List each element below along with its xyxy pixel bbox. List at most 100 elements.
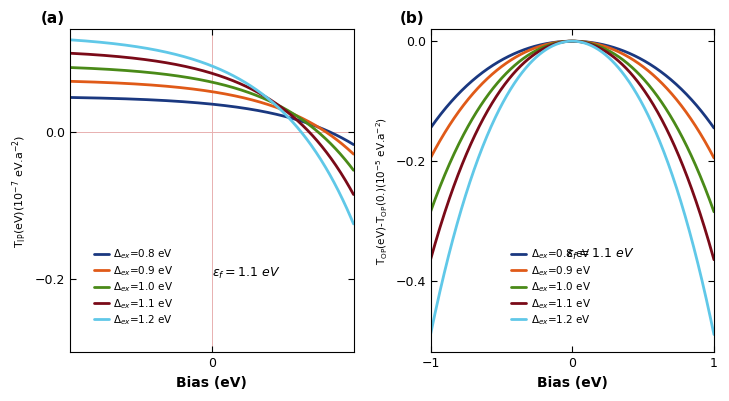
$\Delta_{ex}$=0.8 eV [139, 97, 147, 102]
$\Delta_{ex}$=1.0 eV [616, 55, 625, 60]
Y-axis label: T$_\mathrm{IP}$(eV)(10$^{-7}$ eV.a$^{-2}$): T$_\mathrm{IP}$(eV)(10$^{-7}$ eV.a$^{-2}… [11, 134, 29, 247]
Line: $\Delta_{ex}$=0.8 eV: $\Delta_{ex}$=0.8 eV [431, 41, 714, 128]
Line: $\Delta_{ex}$=0.8 eV: $\Delta_{ex}$=0.8 eV [70, 97, 354, 144]
$\Delta_{ex}$=1.2 eV [194, 59, 203, 63]
$\Delta_{ex}$=1.0 eV [349, 168, 358, 173]
$\Delta_{ex}$=0.9 eV [426, 156, 435, 160]
$\Delta_{ex}$=1.2 eV [476, 149, 485, 154]
X-axis label: Bias (eV): Bias (eV) [537, 376, 608, 390]
$\Delta_{ex}$=0.8 eV [194, 101, 203, 105]
$\Delta_{ex}$=0.9 eV [66, 79, 74, 84]
$\Delta_{ex}$=1.1 eV [554, 41, 563, 45]
$\Delta_{ex}$=1.0 eV [255, 94, 264, 99]
$\Delta_{ex}$=1.1 eV [279, 107, 288, 111]
$\Delta_{ex}$=1.1 eV [66, 51, 74, 56]
$\Delta_{ex}$=1.1 eV [426, 257, 435, 262]
$\Delta_{ex}$=0.9 eV [279, 107, 288, 112]
$\Delta_{ex}$=1.0 eV [66, 65, 74, 70]
Legend: $\Delta_{ex}$=0.8 eV, $\Delta_{ex}$=0.9 eV, $\Delta_{ex}$=1.0 eV, $\Delta_{ex}$=: $\Delta_{ex}$=0.8 eV, $\Delta_{ex}$=0.9 … [507, 243, 595, 331]
$\Delta_{ex}$=0.8 eV [116, 96, 125, 101]
$\Delta_{ex}$=1.1 eV [709, 257, 718, 262]
Line: $\Delta_{ex}$=0.9 eV: $\Delta_{ex}$=0.9 eV [431, 41, 714, 158]
$\Delta_{ex}$=0.9 eV [616, 50, 625, 55]
$\Delta_{ex}$=0.8 eV [349, 142, 358, 147]
$\Delta_{ex}$=1.0 eV [476, 103, 485, 108]
$\Delta_{ex}$=1.1 eV [349, 192, 358, 197]
Text: $\varepsilon_f = 1.1$ eV: $\varepsilon_f = 1.1$ eV [566, 247, 635, 262]
$\Delta_{ex}$=0.8 eV [426, 126, 435, 130]
$\Delta_{ex}$=1.2 eV [568, 39, 577, 44]
$\Delta_{ex}$=1.2 eV [233, 75, 241, 80]
$\Delta_{ex}$=1.2 eV [116, 42, 125, 47]
Line: $\Delta_{ex}$=1.1 eV: $\Delta_{ex}$=1.1 eV [431, 41, 714, 260]
Text: $\varepsilon_f = 1.1$ eV: $\varepsilon_f = 1.1$ eV [211, 266, 280, 282]
$\Delta_{ex}$=1.2 eV [255, 89, 264, 94]
$\Delta_{ex}$=0.9 eV [593, 42, 602, 47]
$\Delta_{ex}$=0.9 eV [640, 65, 649, 70]
$\Delta_{ex}$=0.9 eV [349, 152, 358, 156]
$\Delta_{ex}$=1.2 eV [640, 105, 649, 110]
$\Delta_{ex}$=0.8 eV [616, 47, 625, 52]
Legend: $\Delta_{ex}$=0.8 eV, $\Delta_{ex}$=0.9 eV, $\Delta_{ex}$=1.0 eV, $\Delta_{ex}$=: $\Delta_{ex}$=0.8 eV, $\Delta_{ex}$=0.9 … [90, 243, 178, 331]
$\Delta_{ex}$=0.9 eV [568, 39, 577, 44]
$\Delta_{ex}$=1.1 eV [255, 91, 264, 95]
$\Delta_{ex}$=1.1 eV [499, 84, 508, 89]
$\Delta_{ex}$=0.9 eV [139, 82, 147, 87]
$\Delta_{ex}$=1.1 eV [593, 45, 602, 50]
$\Delta_{ex}$=0.8 eV [709, 126, 718, 130]
$\Delta_{ex}$=1.1 eV [476, 121, 485, 126]
$\Delta_{ex}$=1.2 eV [139, 45, 147, 50]
$\Delta_{ex}$=0.8 eV [279, 113, 288, 118]
$\Delta_{ex}$=0.9 eV [476, 83, 485, 87]
$\Delta_{ex}$=1.2 eV [593, 47, 602, 52]
$\Delta_{ex}$=1.1 eV [116, 55, 125, 59]
$\Delta_{ex}$=0.8 eV [66, 95, 74, 100]
$\Delta_{ex}$=0.8 eV [554, 39, 563, 44]
Line: $\Delta_{ex}$=1.0 eV: $\Delta_{ex}$=1.0 eV [70, 67, 354, 170]
$\Delta_{ex}$=1.0 eV [640, 77, 649, 82]
$\Delta_{ex}$=1.0 eV [233, 86, 241, 91]
$\Delta_{ex}$=1.1 eV [139, 57, 147, 62]
$\Delta_{ex}$=1.2 eV [66, 37, 74, 42]
$\Delta_{ex}$=1.0 eV [116, 68, 125, 73]
$\Delta_{ex}$=1.0 eV [554, 40, 563, 45]
$\Delta_{ex}$=0.9 eV [709, 156, 718, 160]
$\Delta_{ex}$=0.9 eV [499, 63, 508, 68]
$\Delta_{ex}$=1.0 eV [593, 43, 602, 48]
$\Delta_{ex}$=0.8 eV [255, 108, 264, 113]
$\Delta_{ex}$=1.0 eV [139, 69, 147, 74]
$\Delta_{ex}$=0.9 eV [194, 87, 203, 92]
Line: $\Delta_{ex}$=1.0 eV: $\Delta_{ex}$=1.0 eV [431, 41, 714, 212]
X-axis label: Bias (eV): Bias (eV) [176, 376, 247, 390]
$\Delta_{ex}$=0.8 eV [593, 41, 602, 46]
$\Delta_{ex}$=1.2 eV [349, 221, 358, 226]
$\Delta_{ex}$=0.8 eV [568, 39, 577, 44]
$\Delta_{ex}$=0.9 eV [554, 40, 563, 45]
$\Delta_{ex}$=1.1 eV [616, 60, 625, 65]
$\Delta_{ex}$=1.1 eV [640, 89, 649, 93]
$\Delta_{ex}$=1.2 eV [279, 110, 288, 115]
$\Delta_{ex}$=1.0 eV [194, 77, 203, 82]
Text: (b): (b) [400, 11, 425, 26]
$\Delta_{ex}$=1.2 eV [554, 41, 563, 46]
Line: $\Delta_{ex}$=1.2 eV: $\Delta_{ex}$=1.2 eV [431, 41, 714, 334]
$\Delta_{ex}$=1.1 eV [233, 80, 241, 85]
$\Delta_{ex}$=1.0 eV [568, 39, 577, 44]
$\Delta_{ex}$=1.2 eV [426, 332, 435, 337]
Line: $\Delta_{ex}$=0.9 eV: $\Delta_{ex}$=0.9 eV [70, 81, 354, 154]
$\Delta_{ex}$=1.2 eV [499, 99, 508, 104]
Y-axis label: T$_\mathrm{OP}$(eV)-T$_\mathrm{OP}$(0.)(10$^{-5}$ eV.a$^{-2}$): T$_\mathrm{OP}$(eV)-T$_\mathrm{OP}$(0.)(… [375, 117, 390, 265]
$\Delta_{ex}$=1.0 eV [499, 74, 508, 79]
$\Delta_{ex}$=0.9 eV [255, 99, 264, 104]
$\Delta_{ex}$=1.2 eV [709, 332, 718, 337]
$\Delta_{ex}$=0.9 eV [116, 81, 125, 85]
$\Delta_{ex}$=1.0 eV [709, 209, 718, 214]
Line: $\Delta_{ex}$=1.2 eV: $\Delta_{ex}$=1.2 eV [70, 40, 354, 224]
Line: $\Delta_{ex}$=1.1 eV: $\Delta_{ex}$=1.1 eV [70, 53, 354, 194]
Text: (a): (a) [40, 11, 64, 26]
$\Delta_{ex}$=0.8 eV [640, 59, 649, 63]
$\Delta_{ex}$=1.0 eV [426, 209, 435, 214]
$\Delta_{ex}$=0.8 eV [476, 71, 485, 76]
$\Delta_{ex}$=1.1 eV [568, 39, 577, 44]
$\Delta_{ex}$=1.2 eV [616, 67, 625, 72]
